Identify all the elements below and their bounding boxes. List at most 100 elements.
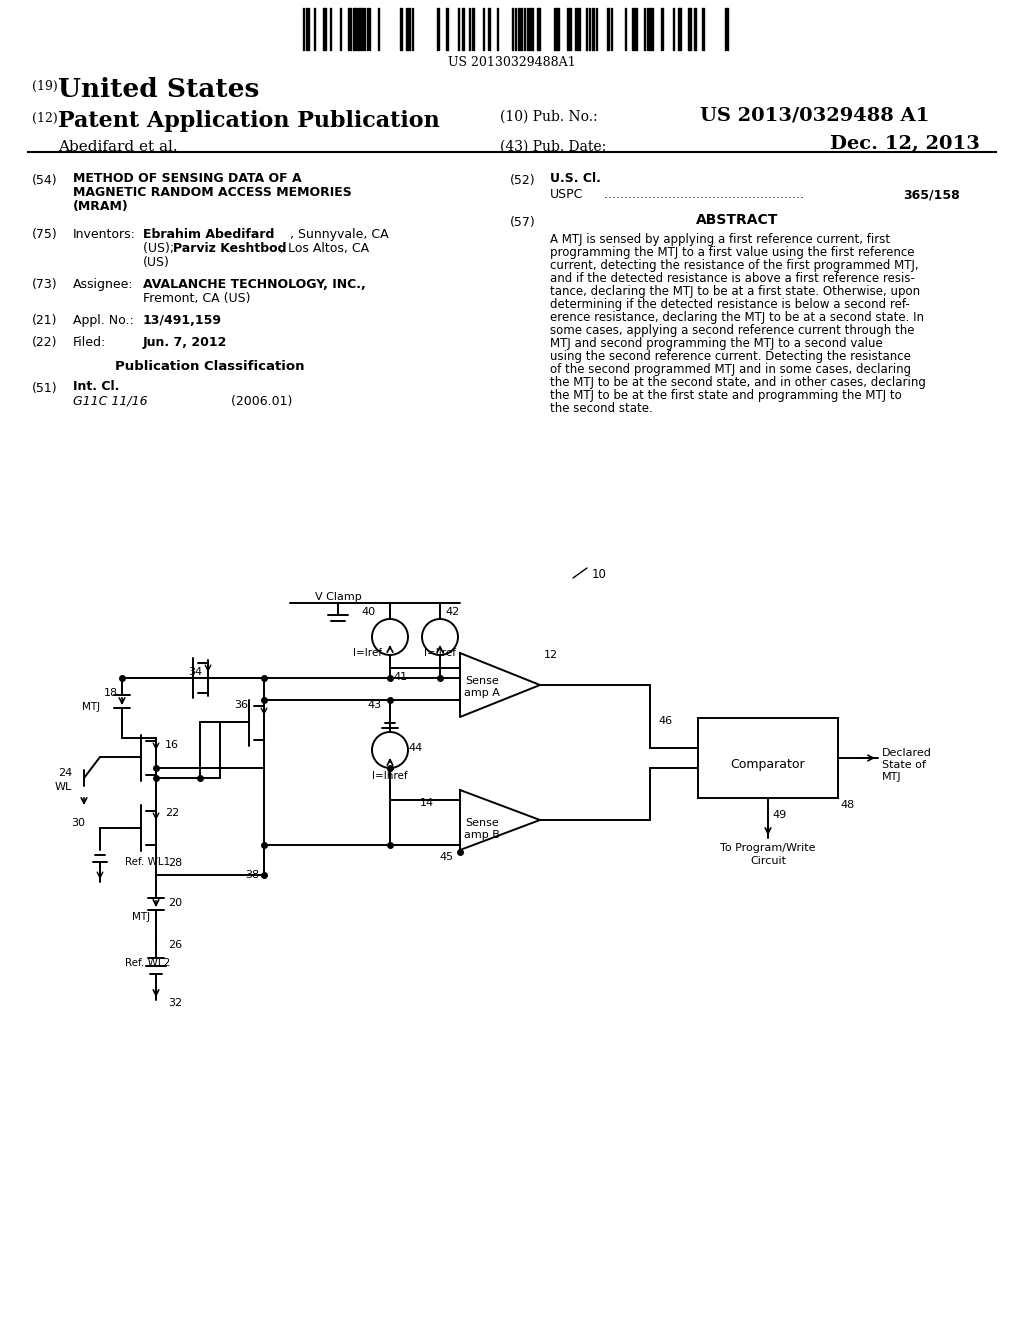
Text: US 20130329488A1: US 20130329488A1	[449, 55, 575, 69]
Text: Ebrahim Abedifard: Ebrahim Abedifard	[143, 228, 274, 242]
Text: 10: 10	[592, 568, 607, 581]
Text: (10) Pub. No.:: (10) Pub. No.:	[500, 110, 598, 124]
Text: 13/491,159: 13/491,159	[143, 314, 222, 327]
Text: United States: United States	[58, 77, 259, 102]
Text: 365/158: 365/158	[903, 187, 961, 201]
Text: MAGNETIC RANDOM ACCESS MEMORIES: MAGNETIC RANDOM ACCESS MEMORIES	[73, 186, 352, 199]
Text: (52): (52)	[510, 174, 536, 187]
Text: Fremont, CA (US): Fremont, CA (US)	[143, 292, 251, 305]
Text: I=IIref: I=IIref	[424, 648, 456, 657]
Text: , Sunnyvale, CA: , Sunnyvale, CA	[290, 228, 389, 242]
Text: 18: 18	[103, 688, 118, 698]
Text: Dec. 12, 2013: Dec. 12, 2013	[830, 135, 980, 153]
Text: U.S. Cl.: U.S. Cl.	[550, 172, 601, 185]
Text: 42: 42	[445, 607, 459, 616]
Text: using the second reference current. Detecting the resistance: using the second reference current. Dete…	[550, 350, 911, 363]
Text: 46: 46	[658, 715, 672, 726]
Text: 32: 32	[168, 998, 182, 1008]
Text: Ref. WL1: Ref. WL1	[125, 857, 171, 867]
Text: (57): (57)	[510, 216, 536, 228]
Text: A MTJ is sensed by applying a first reference current, first: A MTJ is sensed by applying a first refe…	[550, 234, 890, 246]
Text: 48: 48	[840, 800, 854, 810]
Text: 38: 38	[245, 870, 259, 880]
Text: , Los Altos, CA: , Los Altos, CA	[280, 242, 369, 255]
Text: (43) Pub. Date:: (43) Pub. Date:	[500, 140, 606, 154]
Text: (12): (12)	[32, 112, 57, 125]
Text: amp B: amp B	[464, 830, 500, 840]
Text: 30: 30	[71, 818, 85, 828]
Text: 14: 14	[420, 799, 434, 808]
Text: ABSTRACT: ABSTRACT	[696, 213, 778, 227]
Text: 28: 28	[168, 858, 182, 869]
Text: Int. Cl.: Int. Cl.	[73, 380, 120, 393]
Text: the second state.: the second state.	[550, 403, 652, 414]
Text: the MTJ to be at the first state and programming the MTJ to: the MTJ to be at the first state and pro…	[550, 389, 902, 403]
Text: Abedifard et al.: Abedifard et al.	[58, 140, 177, 154]
Text: 49: 49	[772, 810, 786, 820]
Text: MTJ: MTJ	[132, 912, 150, 921]
Text: (19): (19)	[32, 81, 57, 92]
Text: MTJ: MTJ	[82, 702, 100, 711]
Text: Jun. 7, 2012: Jun. 7, 2012	[143, 337, 227, 348]
Text: Comparator: Comparator	[731, 758, 805, 771]
Text: Ref. WL2: Ref. WL2	[125, 958, 171, 968]
Text: State of: State of	[882, 760, 926, 770]
Text: 43: 43	[368, 700, 382, 710]
Text: 36: 36	[234, 700, 248, 710]
Text: WL: WL	[55, 781, 73, 792]
Text: Parviz Keshtbod: Parviz Keshtbod	[173, 242, 287, 255]
Text: of the second programmed MTJ and in some cases, declaring: of the second programmed MTJ and in some…	[550, 363, 911, 376]
Circle shape	[422, 619, 458, 655]
Text: I=Ihref: I=Ihref	[372, 771, 408, 781]
Text: Sense: Sense	[465, 818, 499, 828]
Text: (21): (21)	[32, 314, 57, 327]
Text: 12: 12	[544, 649, 558, 660]
Text: (51): (51)	[32, 381, 57, 395]
Text: (54): (54)	[32, 174, 57, 187]
Text: 34: 34	[187, 667, 202, 677]
Text: ..................................................: ........................................…	[600, 187, 804, 201]
Text: 44: 44	[408, 743, 422, 752]
Text: MTJ and second programming the MTJ to a second value: MTJ and second programming the MTJ to a …	[550, 337, 883, 350]
Text: Patent Application Publication: Patent Application Publication	[58, 110, 439, 132]
Text: 26: 26	[168, 940, 182, 950]
Text: USPC: USPC	[550, 187, 584, 201]
Text: US 2013/0329488 A1: US 2013/0329488 A1	[700, 107, 930, 125]
Text: 41: 41	[393, 672, 408, 682]
Text: Declared: Declared	[882, 748, 932, 758]
Text: Assignee:: Assignee:	[73, 279, 133, 290]
Text: the MTJ to be at the second state, and in other cases, declaring: the MTJ to be at the second state, and i…	[550, 376, 926, 389]
Text: 45: 45	[440, 851, 454, 862]
Text: 40: 40	[361, 607, 376, 616]
Text: To Program/Write: To Program/Write	[720, 843, 816, 853]
Text: METHOD OF SENSING DATA OF A: METHOD OF SENSING DATA OF A	[73, 172, 302, 185]
Text: and if the detected resistance is above a first reference resis-: and if the detected resistance is above …	[550, 272, 914, 285]
Text: MTJ: MTJ	[882, 772, 901, 781]
Text: (2006.01): (2006.01)	[175, 395, 293, 408]
Text: amp A: amp A	[464, 688, 500, 698]
Text: (MRAM): (MRAM)	[73, 201, 129, 213]
Text: current, detecting the resistance of the first programmed MTJ,: current, detecting the resistance of the…	[550, 259, 919, 272]
Text: V Clamp: V Clamp	[314, 591, 361, 602]
Text: (22): (22)	[32, 337, 57, 348]
Text: I=Iref: I=Iref	[353, 648, 383, 657]
Circle shape	[372, 733, 408, 768]
Text: (73): (73)	[32, 279, 57, 290]
Text: Circuit: Circuit	[750, 855, 786, 866]
Text: (US): (US)	[143, 256, 170, 269]
Text: (US);: (US);	[143, 242, 178, 255]
Text: tance, declaring the MTJ to be at a first state. Otherwise, upon: tance, declaring the MTJ to be at a firs…	[550, 285, 921, 298]
Text: Inventors:: Inventors:	[73, 228, 136, 242]
Text: G11C 11/16: G11C 11/16	[73, 395, 147, 408]
Circle shape	[372, 619, 408, 655]
Text: Sense: Sense	[465, 676, 499, 686]
Text: determining if the detected resistance is below a second ref-: determining if the detected resistance i…	[550, 298, 909, 312]
Bar	[698, 718, 838, 799]
Text: (75): (75)	[32, 228, 57, 242]
Text: Appl. No.:: Appl. No.:	[73, 314, 134, 327]
Text: Publication Classification: Publication Classification	[115, 360, 304, 374]
Text: 22: 22	[165, 808, 179, 818]
Text: 24: 24	[57, 768, 72, 777]
Text: programming the MTJ to a first value using the first reference: programming the MTJ to a first value usi…	[550, 246, 914, 259]
Text: some cases, applying a second reference current through the: some cases, applying a second reference …	[550, 323, 914, 337]
